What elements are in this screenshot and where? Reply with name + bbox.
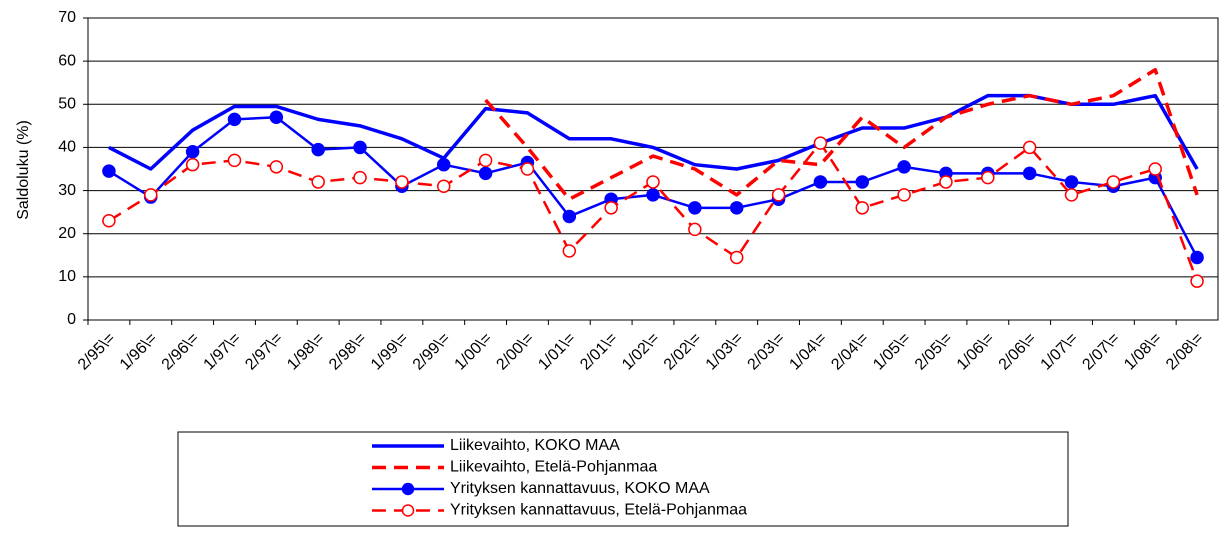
point xyxy=(353,170,367,185)
x-tick-label: 2/08\= xyxy=(1163,330,1207,374)
point xyxy=(269,110,284,124)
y-tick-label: 20 xyxy=(58,225,76,242)
x-tick-label: 2/07\= xyxy=(1079,330,1123,374)
point xyxy=(562,244,577,258)
y-tick-label: 70 xyxy=(58,9,76,26)
point xyxy=(436,157,451,172)
x-tick-label: 2/96\= xyxy=(159,330,203,374)
point xyxy=(1148,162,1162,176)
point xyxy=(227,153,242,168)
point xyxy=(981,170,995,185)
x-tick-label: 1/97\= xyxy=(200,330,244,374)
y-tick-label: 40 xyxy=(58,139,76,156)
x-tick-label: 2/00\= xyxy=(493,330,537,374)
plot-frame xyxy=(87,17,1219,321)
y-axis-label: Saldoluku (%) xyxy=(15,120,32,220)
point xyxy=(646,188,660,202)
x-tick-label: 2/98\= xyxy=(326,330,370,374)
x-tick-label: 2/04\= xyxy=(828,330,872,374)
x-tick-label: 1/05\= xyxy=(870,330,914,374)
x-tick-label: 1/07\= xyxy=(1038,330,1082,374)
point xyxy=(688,222,702,237)
point xyxy=(227,112,242,127)
point xyxy=(311,142,325,157)
point xyxy=(729,201,744,215)
legend-label: Liikevaihto, KOKO MAA xyxy=(450,437,620,454)
x-tick-label: 2/95\= xyxy=(75,330,119,374)
legend-marker xyxy=(401,482,415,496)
y-tick-label: 0 xyxy=(67,311,76,328)
y-tick-label: 30 xyxy=(58,182,76,199)
x-tick-label: 2/99\= xyxy=(410,330,454,374)
point xyxy=(688,201,702,215)
legend-label: Liikevaihto, Etelä-Pohjanmaa xyxy=(450,459,657,476)
point xyxy=(353,140,367,155)
x-tick-label: 1/08\= xyxy=(1121,330,1165,374)
y-tick-label: 50 xyxy=(58,96,76,113)
y-tick-label: 60 xyxy=(58,52,76,69)
x-tick-label: 1/00\= xyxy=(452,330,496,374)
point xyxy=(1190,274,1204,288)
point xyxy=(144,188,158,202)
point xyxy=(855,201,870,215)
x-tick-label: 2/03\= xyxy=(745,330,789,374)
series-line xyxy=(108,93,1199,171)
point xyxy=(1064,175,1079,189)
x-tick-label: 1/98\= xyxy=(284,330,328,374)
legend-marker xyxy=(401,504,415,517)
x-tick-label: 1/03\= xyxy=(703,330,747,374)
point xyxy=(813,175,828,189)
x-tick-label: 2/02\= xyxy=(661,330,705,374)
x-tick-label: 1/06\= xyxy=(954,330,998,374)
point xyxy=(436,179,451,194)
point xyxy=(562,209,577,224)
point xyxy=(395,175,409,189)
x-tick-label: 1/96\= xyxy=(117,330,161,374)
point xyxy=(855,175,870,189)
x-tick-label: 2/97\= xyxy=(242,330,286,374)
series-line xyxy=(484,68,1199,201)
point xyxy=(311,175,325,189)
x-tick-label: 1/04\= xyxy=(786,330,830,374)
x-tick-label: 1/01\= xyxy=(535,330,579,374)
x-tick-label: 2/01\= xyxy=(577,330,621,374)
point xyxy=(269,160,284,174)
legend-label: Yrityksen kannattavuus, KOKO MAA xyxy=(450,480,710,497)
point xyxy=(897,160,911,174)
point xyxy=(1022,140,1037,155)
point xyxy=(1064,188,1079,202)
point xyxy=(1190,250,1204,265)
x-tick-label: 1/99\= xyxy=(368,330,412,374)
point xyxy=(478,153,493,168)
point xyxy=(185,144,200,159)
point xyxy=(604,201,618,215)
x-tick-label: 2/05\= xyxy=(912,330,956,374)
point xyxy=(102,164,116,178)
point xyxy=(1022,166,1037,181)
point xyxy=(939,175,953,189)
legend-label: Yrityksen kannattavuus, Etelä-Pohjanmaa xyxy=(450,502,747,519)
point xyxy=(646,175,660,189)
point xyxy=(520,162,535,176)
legend-box xyxy=(177,431,1069,527)
point xyxy=(813,136,828,150)
point xyxy=(478,166,493,181)
point xyxy=(185,157,200,172)
x-tick-label: 1/02\= xyxy=(619,330,663,374)
y-tick-label: 10 xyxy=(58,268,76,285)
point xyxy=(771,188,786,202)
point xyxy=(1106,175,1121,189)
point xyxy=(102,214,116,228)
point xyxy=(729,250,744,265)
point xyxy=(897,188,911,202)
x-tick-label: 2/06\= xyxy=(996,330,1040,374)
